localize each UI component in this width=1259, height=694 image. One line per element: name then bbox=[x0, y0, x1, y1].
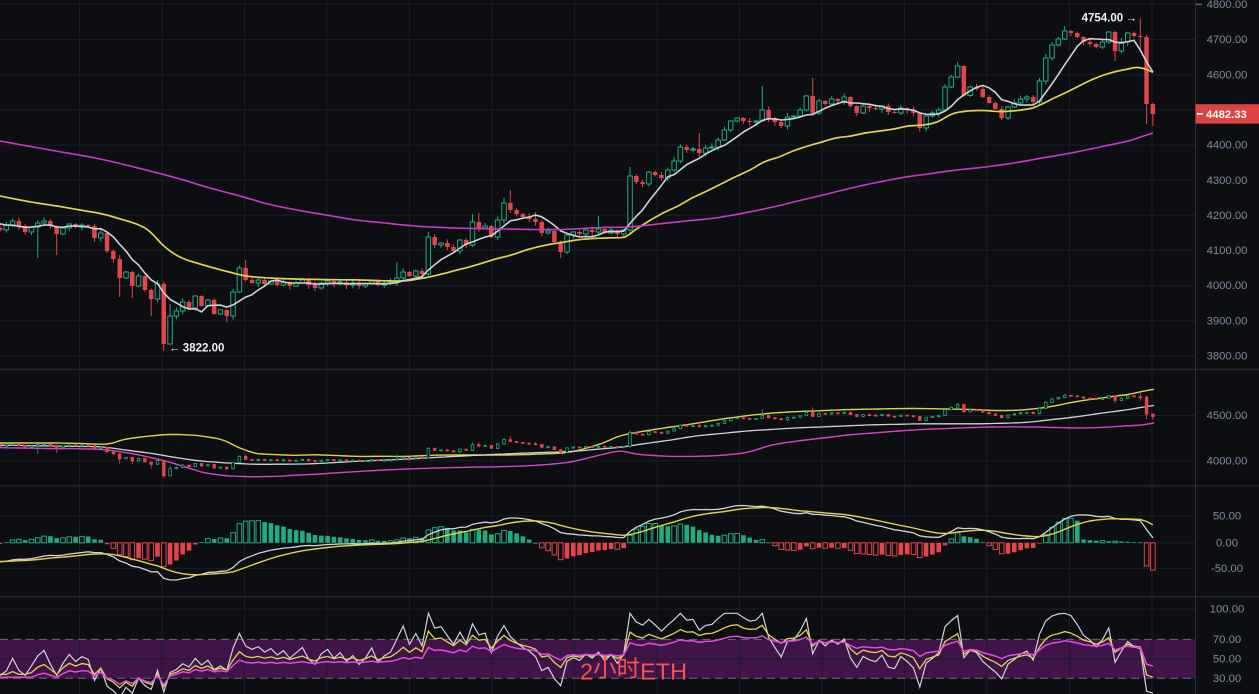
svg-text:4754.00 →: 4754.00 → bbox=[1082, 13, 1137, 25]
svg-text:0.00: 0.00 bbox=[1216, 538, 1238, 550]
svg-text:2: 2 bbox=[580, 659, 593, 685]
svg-text:70.00: 70.00 bbox=[1213, 634, 1241, 646]
svg-text:50.00: 50.00 bbox=[1213, 654, 1241, 666]
svg-text:50.00: 50.00 bbox=[1213, 511, 1241, 523]
svg-text:← 3822.00: ← 3822.00 bbox=[169, 343, 224, 355]
svg-text:4600.00: 4600.00 bbox=[1207, 69, 1248, 81]
svg-text:-50.00: -50.00 bbox=[1211, 563, 1243, 575]
svg-text:4700.00: 4700.00 bbox=[1207, 34, 1248, 46]
svg-text:4000.00: 4000.00 bbox=[1207, 455, 1248, 467]
svg-text:4400.00: 4400.00 bbox=[1207, 140, 1248, 152]
svg-text:100.00: 100.00 bbox=[1210, 604, 1245, 616]
svg-text:4500.00: 4500.00 bbox=[1207, 410, 1248, 422]
svg-text:4200.00: 4200.00 bbox=[1207, 210, 1248, 222]
svg-text:4482.33: 4482.33 bbox=[1206, 109, 1247, 121]
svg-text:4300.00: 4300.00 bbox=[1207, 175, 1248, 187]
svg-text:30.00: 30.00 bbox=[1213, 673, 1241, 685]
svg-text:4100.00: 4100.00 bbox=[1207, 245, 1248, 257]
svg-text:ETH: ETH bbox=[640, 659, 687, 685]
svg-text:4800.00: 4800.00 bbox=[1207, 0, 1248, 11]
svg-text:4000.00: 4000.00 bbox=[1207, 280, 1248, 292]
svg-text:3800.00: 3800.00 bbox=[1207, 351, 1248, 363]
svg-text:3900.00: 3900.00 bbox=[1207, 315, 1248, 327]
